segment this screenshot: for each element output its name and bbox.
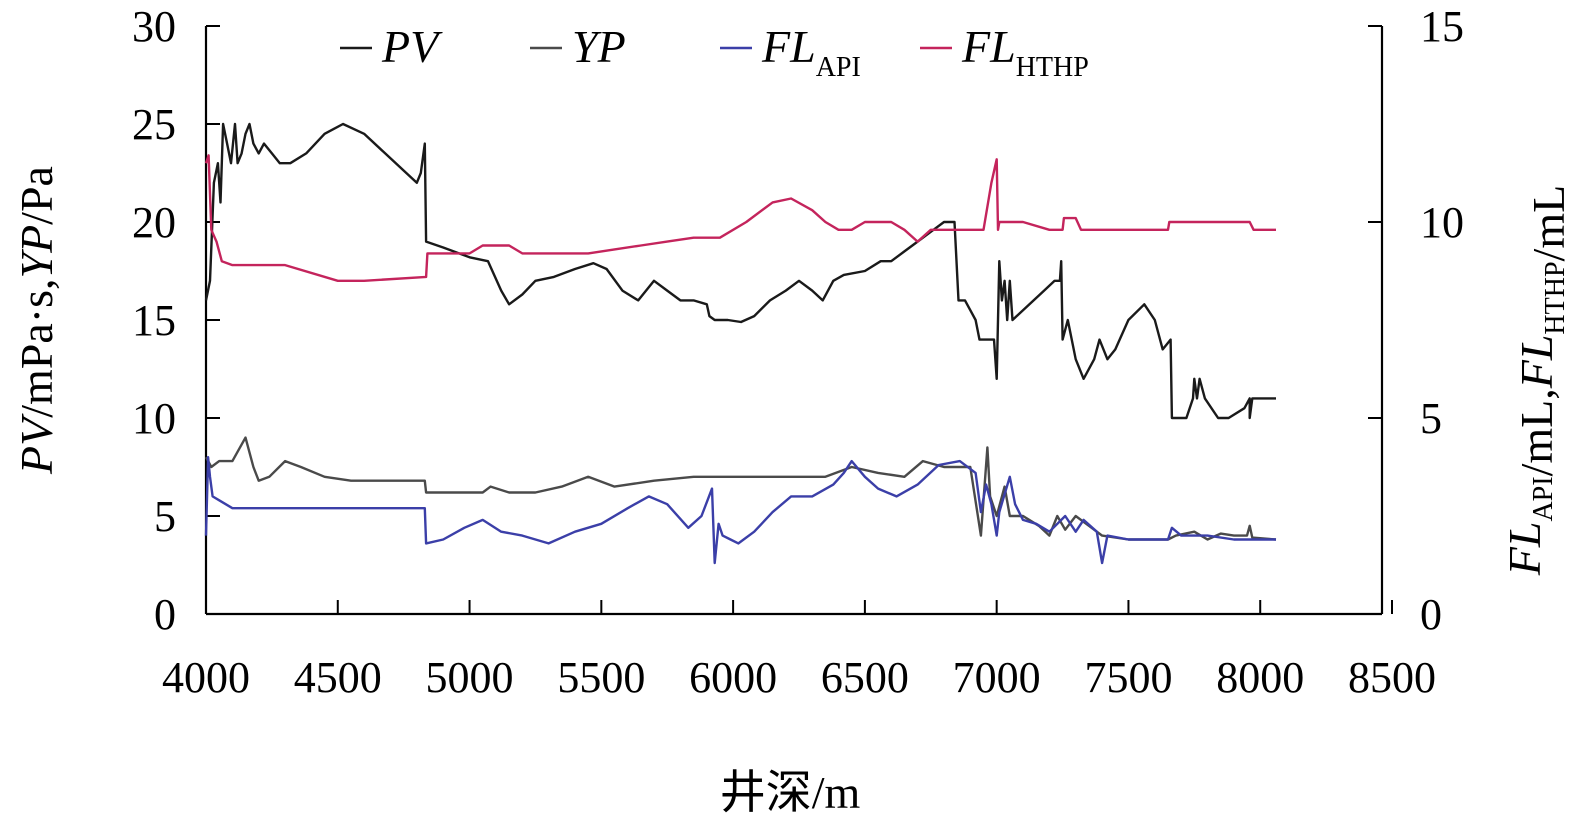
right-y-tick-label: 15 [1420, 2, 1464, 51]
right-y-tick-label: 10 [1420, 198, 1464, 247]
legend-entry: YP [572, 21, 626, 72]
series-line-yp [204, 436, 1277, 541]
series-line-fl-api [204, 456, 1276, 565]
x-tick-label: 8000 [1216, 653, 1304, 702]
x-tick-label: 5000 [426, 653, 514, 702]
left-y-tick-label: 0 [154, 590, 176, 639]
right-y-tick-label: 5 [1420, 394, 1442, 443]
series-group [204, 122, 1277, 565]
x-tick-label: 6500 [821, 653, 909, 702]
left-y-tick-label: 15 [132, 296, 176, 345]
x-tick-label: 7000 [953, 653, 1041, 702]
x-axis-title: 井深/m [720, 767, 861, 818]
right-y-axis-title: FLAPI/mL,FLHTHP/mL [1499, 185, 1574, 576]
legend-entry: PV [381, 21, 443, 72]
left-y-axis-title: PV/mPa·s,YP/Pa [11, 166, 62, 475]
axes: 4000 4500 5000 5500 6000 6500 7000 7500 8000 8500… [132, 2, 1464, 702]
left-y-tick-label: 25 [132, 100, 176, 149]
right-y-tick-label: 0 [1420, 590, 1442, 639]
legend-entry: FLAPI [761, 21, 861, 83]
legend: PV YP FLAPI FLHTHP [340, 21, 1089, 83]
x-tick-label: 7500 [1084, 653, 1172, 702]
x-tick-label: 8500 [1348, 653, 1436, 702]
axis-titles: 井深/m PV/mPa·s,YP/Pa FLAPI/mL,FLHTHP/mL [11, 166, 1574, 818]
x-tick-label: 4000 [162, 653, 250, 702]
left-y-tick-label: 10 [132, 394, 176, 443]
series-line-fl-hthp [204, 154, 1276, 282]
x-tick-label: 6000 [689, 653, 777, 702]
left-y-tick-label: 5 [154, 492, 176, 541]
x-tick-label: 5500 [557, 653, 645, 702]
x-tick-label: 4500 [294, 653, 382, 702]
legend-entry: FLHTHP [961, 21, 1089, 83]
left-y-tick-label: 30 [132, 2, 176, 51]
series-line-pv [204, 122, 1276, 420]
left-y-tick-label: 20 [132, 198, 176, 247]
